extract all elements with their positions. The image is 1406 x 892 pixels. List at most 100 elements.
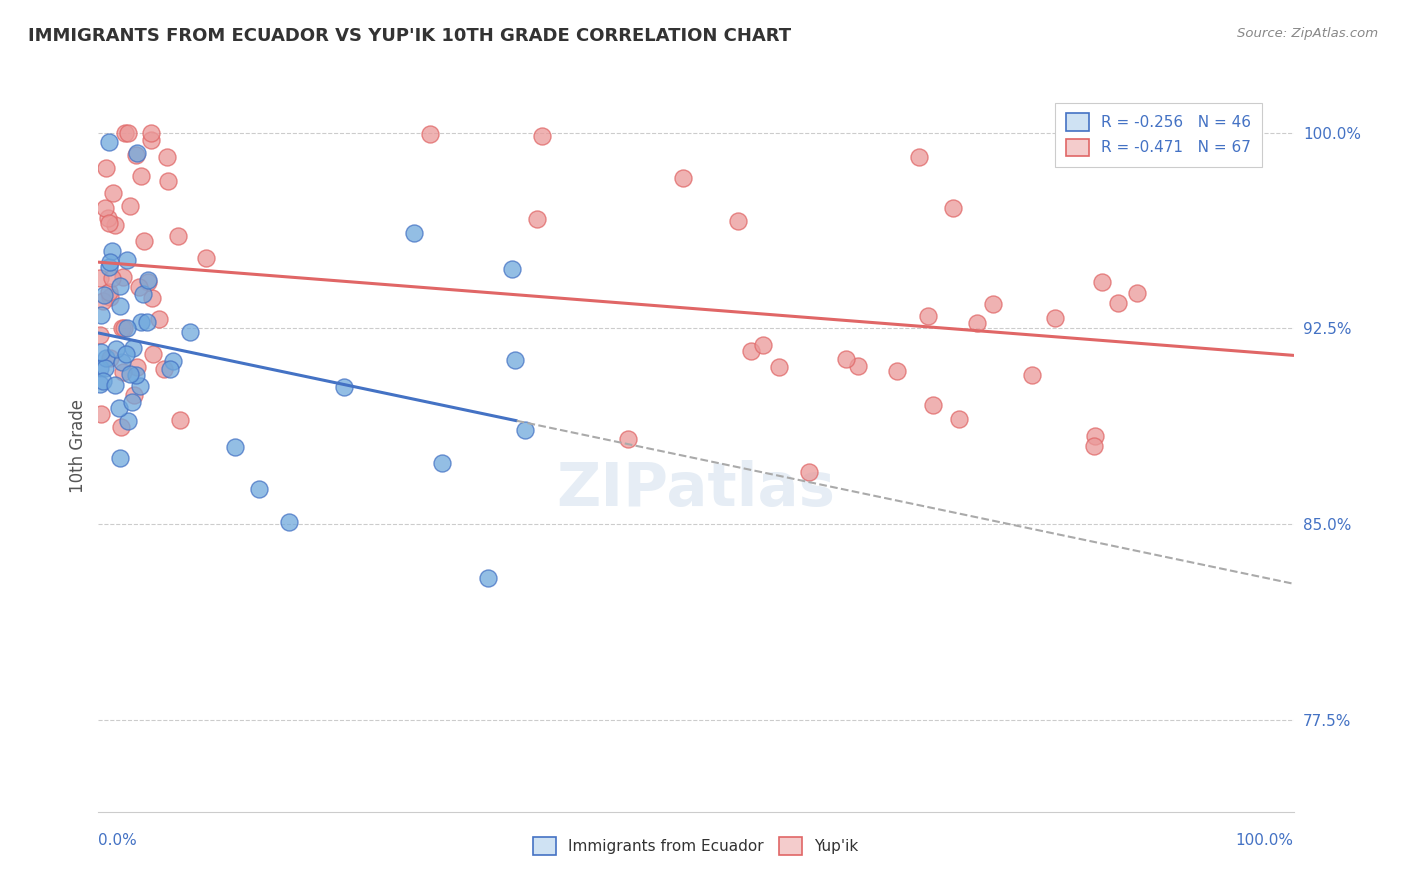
Point — [97, 260, 120, 275]
Point — [159, 362, 181, 376]
Point — [108, 401, 131, 416]
Point — [98, 216, 121, 230]
Point — [1045, 311, 1067, 326]
Point — [908, 150, 931, 164]
Point — [419, 127, 441, 141]
Point — [526, 212, 548, 227]
Point — [477, 571, 499, 585]
Point — [114, 126, 136, 140]
Point — [752, 338, 775, 352]
Point — [115, 321, 138, 335]
Y-axis label: 10th Grade: 10th Grade — [69, 399, 87, 493]
Point — [917, 309, 939, 323]
Point — [966, 316, 988, 330]
Point — [141, 291, 163, 305]
Point — [835, 351, 858, 366]
Point — [125, 148, 148, 162]
Point — [922, 398, 945, 412]
Point — [94, 361, 117, 376]
Point — [886, 364, 908, 378]
Point — [1083, 438, 1105, 452]
Point — [1126, 286, 1149, 301]
Point — [101, 186, 124, 200]
Point — [108, 279, 131, 293]
Point — [93, 288, 115, 302]
Point — [90, 345, 112, 359]
Point — [1091, 275, 1114, 289]
Point — [129, 315, 152, 329]
Point — [432, 456, 454, 470]
Point — [97, 285, 120, 299]
Point — [155, 150, 177, 164]
Point — [157, 174, 180, 188]
Text: 100.0%: 100.0% — [1236, 832, 1294, 847]
Point — [768, 359, 790, 374]
Point — [981, 297, 1004, 311]
Point — [404, 226, 426, 240]
Point — [136, 276, 159, 290]
Point — [111, 321, 134, 335]
Point — [91, 293, 114, 308]
Point — [89, 271, 111, 285]
Text: Source: ZipAtlas.com: Source: ZipAtlas.com — [1237, 27, 1378, 40]
Point — [948, 412, 970, 426]
Point — [117, 414, 139, 428]
Point — [672, 170, 695, 185]
Point — [101, 244, 124, 258]
Point — [97, 211, 120, 226]
Point — [503, 353, 526, 368]
Point — [162, 354, 184, 368]
Point — [247, 482, 270, 496]
Point — [169, 413, 191, 427]
Point — [531, 128, 554, 143]
Point — [1021, 368, 1043, 382]
Point — [333, 380, 356, 394]
Point — [740, 344, 762, 359]
Point — [98, 351, 121, 365]
Point — [89, 376, 111, 391]
Point — [94, 161, 117, 176]
Point — [110, 420, 132, 434]
Point — [132, 234, 155, 248]
Point — [125, 368, 148, 383]
Point — [104, 219, 127, 233]
Point — [129, 169, 152, 183]
Point — [128, 280, 150, 294]
Point — [98, 135, 121, 149]
Point — [104, 378, 127, 392]
Point — [120, 199, 142, 213]
Point — [846, 359, 869, 374]
Point — [1107, 296, 1129, 310]
Point — [131, 286, 153, 301]
Point — [121, 394, 143, 409]
Point — [194, 251, 217, 265]
Point — [90, 308, 112, 322]
Point — [142, 347, 165, 361]
Text: IMMIGRANTS FROM ECUADOR VS YUP'IK 10TH GRADE CORRELATION CHART: IMMIGRANTS FROM ECUADOR VS YUP'IK 10TH G… — [28, 27, 792, 45]
Point — [115, 253, 138, 268]
Point — [111, 355, 134, 369]
Text: ZIPatlas: ZIPatlas — [557, 460, 835, 519]
Point — [117, 126, 139, 140]
Point — [1084, 429, 1107, 443]
Point — [122, 388, 145, 402]
Point — [128, 379, 150, 393]
Point — [122, 341, 145, 355]
Point — [136, 315, 159, 329]
Point — [112, 365, 135, 379]
Point — [148, 312, 170, 326]
Point — [90, 408, 112, 422]
Point — [100, 270, 122, 285]
Point — [91, 374, 114, 388]
Point — [797, 466, 820, 480]
Point — [125, 359, 148, 374]
Point — [278, 515, 301, 529]
Point — [94, 351, 117, 366]
Point — [138, 273, 160, 287]
Point — [89, 361, 111, 376]
Point — [98, 290, 121, 304]
Point — [110, 299, 132, 313]
Point — [111, 269, 134, 284]
Point — [942, 201, 965, 215]
Point — [118, 368, 141, 382]
